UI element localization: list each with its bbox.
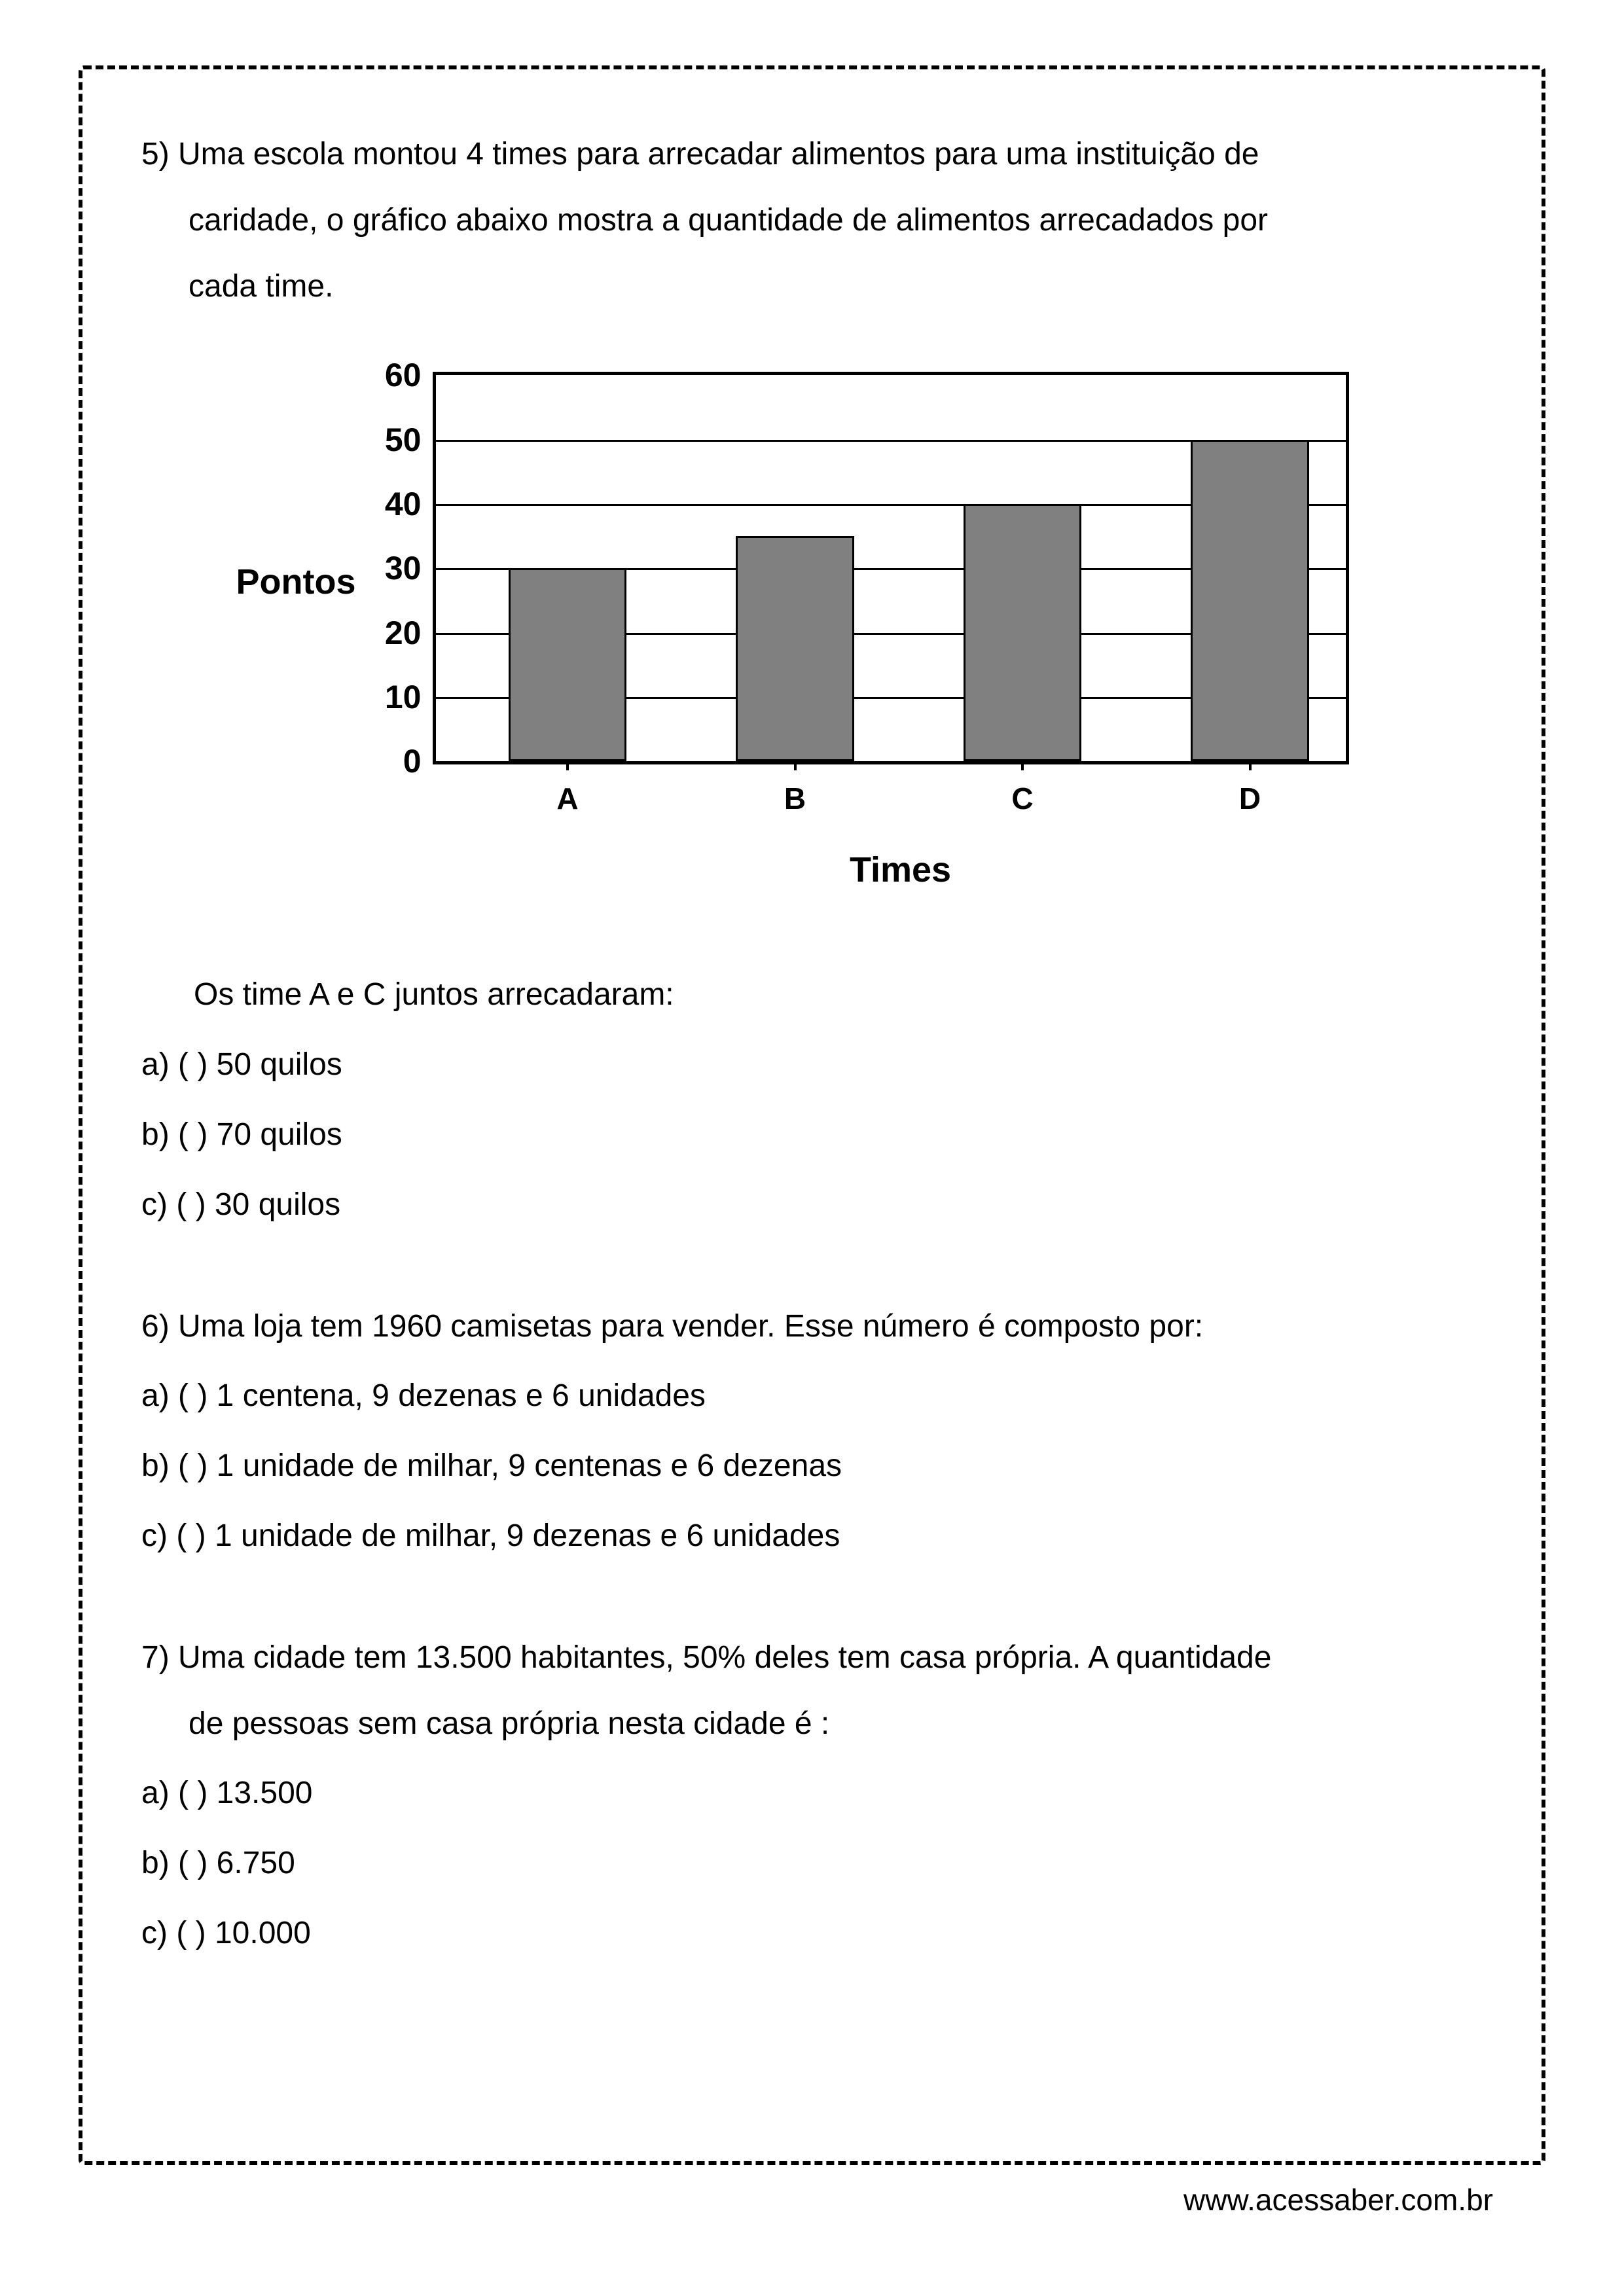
bar-a (509, 568, 627, 761)
q5-option-c[interactable]: c) ( ) 30 quilos (141, 1172, 1483, 1238)
q6-option-b[interactable]: b) ( ) 1 unidade de milhar, 9 centenas e… (141, 1433, 1483, 1499)
x-tick-mark (1249, 761, 1252, 770)
x-tick-mark (794, 761, 797, 770)
chart-plot-area: 0102030405060ABCD (433, 372, 1349, 764)
q5-line2: caridade, o gráfico abaixo mostra a quan… (189, 188, 1483, 254)
q5-option-a[interactable]: a) ( ) 50 quilos (141, 1032, 1483, 1098)
question-6: 6) Uma loja tem 1960 camisetas para vend… (141, 1294, 1483, 1570)
x-tick-label: C (1011, 781, 1033, 816)
question-5-text: 5) Uma escola montou 4 times para arreca… (141, 122, 1483, 319)
y-tick-label: 30 (385, 549, 422, 587)
y-tick-label: 50 (385, 421, 422, 459)
question-7: 7) Uma cidade tem 13.500 habitantes, 50%… (141, 1625, 1483, 1967)
y-tick-label: 10 (385, 678, 422, 716)
x-tick-label: D (1239, 781, 1261, 816)
q6-option-a[interactable]: a) ( ) 1 centena, 9 dezenas e 6 unidades (141, 1363, 1483, 1429)
bar-chart: Pontos 0102030405060ABCD Times (256, 372, 1369, 890)
x-tick-mark (566, 761, 569, 770)
q7-line2: de pessoas sem casa própria nesta cidade… (189, 1691, 1483, 1757)
q7-text: 7) Uma cidade tem 13.500 habitantes, 50%… (141, 1625, 1483, 1757)
y-tick-label: 0 (403, 742, 422, 780)
q5-line3: cada time. (189, 254, 1483, 320)
q6-text: 6) Uma loja tem 1960 camisetas para vend… (141, 1294, 1483, 1360)
bar-b (736, 536, 854, 761)
x-tick-label: B (784, 781, 806, 816)
q5-option-b[interactable]: b) ( ) 70 quilos (141, 1102, 1483, 1168)
footer-url: www.acessaber.com.br (1183, 2182, 1493, 2217)
q7-line1: 7) Uma cidade tem 13.500 habitantes, 50%… (141, 1640, 1271, 1675)
chart-plot: 0102030405060ABCD (433, 372, 1349, 764)
question-5: 5) Uma escola montou 4 times para arreca… (141, 122, 1483, 1238)
page-border: 5) Uma escola montou 4 times para arreca… (79, 65, 1545, 2165)
q5-line1: 5) Uma escola montou 4 times para arreca… (141, 137, 1259, 171)
q7-option-b[interactable]: b) ( ) 6.750 (141, 1831, 1483, 1897)
bar-c (964, 504, 1082, 761)
y-tick-label: 20 (385, 614, 422, 652)
q7-option-c[interactable]: c) ( ) 10.000 (141, 1901, 1483, 1967)
q6-option-c[interactable]: c) ( ) 1 unidade de milhar, 9 dezenas e … (141, 1503, 1483, 1570)
chart-y-axis-label: Pontos (236, 562, 356, 602)
q7-option-a[interactable]: a) ( ) 13.500 (141, 1761, 1483, 1827)
y-tick-label: 60 (385, 356, 422, 394)
x-tick-mark (1021, 761, 1024, 770)
bar-d (1191, 440, 1309, 762)
chart-x-axis-label: Times (433, 850, 1369, 890)
q5-sub-question: Os time A e C juntos arrecadaram: (194, 962, 1483, 1028)
y-tick-label: 40 (385, 485, 422, 523)
x-tick-label: A (556, 781, 578, 816)
